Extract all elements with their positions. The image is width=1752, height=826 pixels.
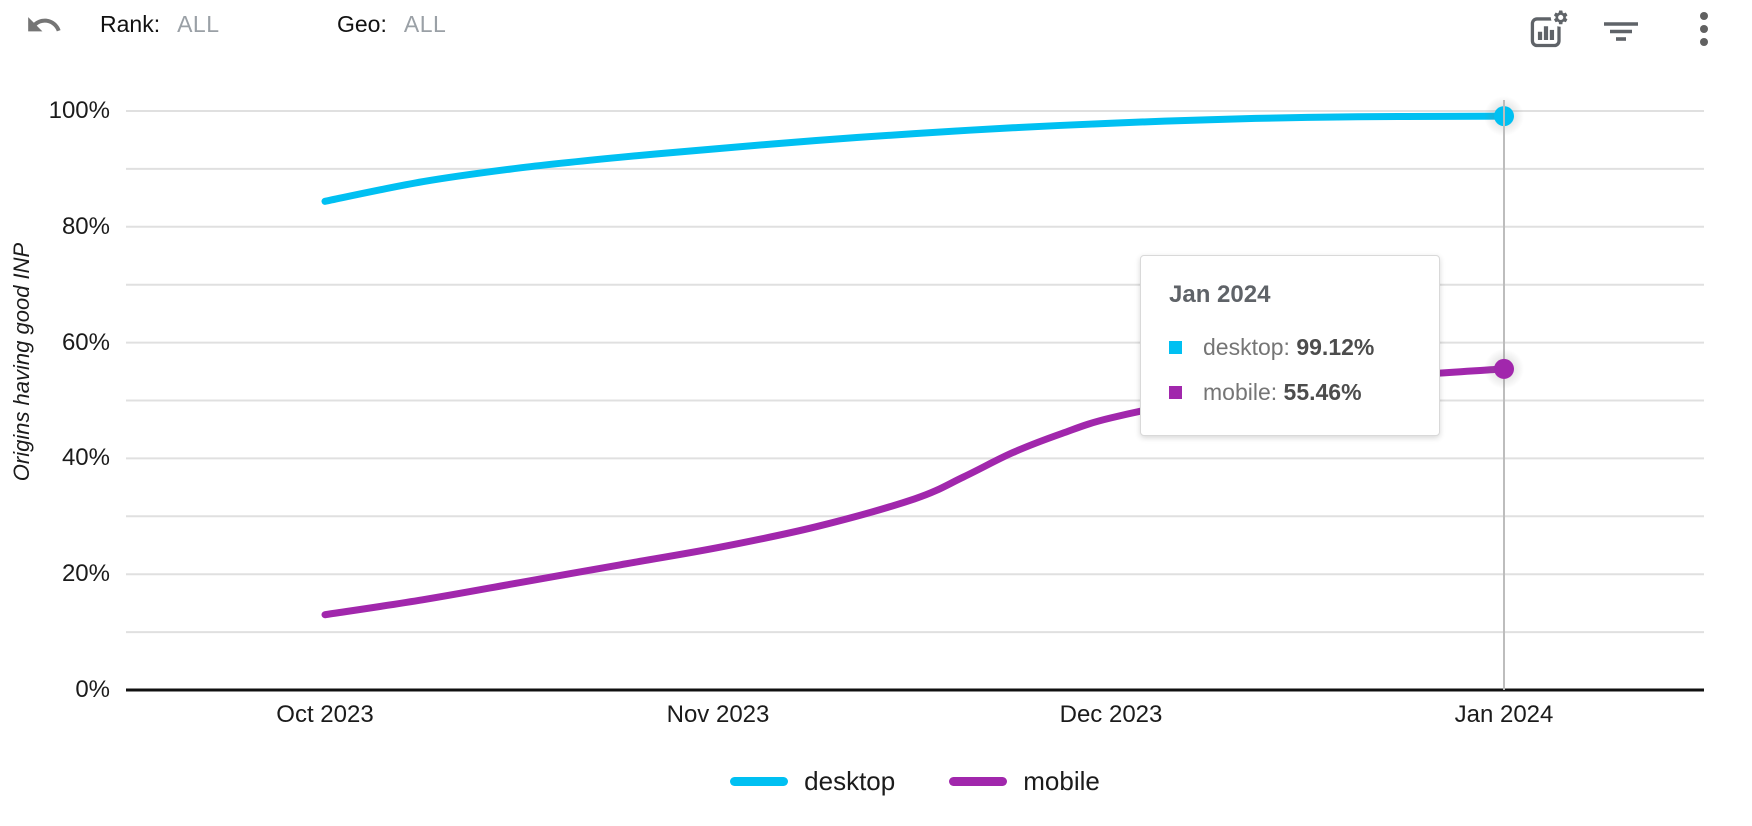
geo-filter-label: Geo: xyxy=(337,11,387,37)
filter-icon xyxy=(1604,22,1638,41)
more-vert-icon xyxy=(1700,12,1708,46)
rank-filter: Rank: ALL xyxy=(100,11,220,38)
gridlines xyxy=(126,110,1704,692)
filter-button[interactable] xyxy=(1600,8,1642,50)
legend-item-mobile[interactable]: mobile xyxy=(949,766,1100,797)
mobile-point-marker xyxy=(1494,358,1514,379)
tooltip-series-label: desktop: xyxy=(1203,334,1297,360)
tooltip-title: Jan 2024 xyxy=(1169,281,1271,308)
undo-button[interactable] xyxy=(24,6,64,46)
undo-icon xyxy=(28,17,61,32)
chart-tooltip: Jan 2024 desktop: 99.12% mobile: 55.46% xyxy=(1140,255,1440,436)
tooltip-series-label: mobile: xyxy=(1203,379,1284,405)
tooltip-series-value: 99.12% xyxy=(1296,334,1375,360)
desktop-legend-swatch-icon xyxy=(730,776,789,786)
toolbar: Rank: ALL Geo: ALL xyxy=(0,0,1752,56)
legend-label: mobile xyxy=(1023,765,1100,796)
desktop-swatch-icon xyxy=(1169,341,1182,354)
rank-filter-value[interactable]: ALL xyxy=(177,11,220,37)
mobile-swatch-icon xyxy=(1169,386,1182,399)
tooltip-item-desktop: desktop: 99.12% xyxy=(1169,334,1411,361)
more-menu-button[interactable] xyxy=(1690,8,1718,50)
geo-filter-value[interactable]: ALL xyxy=(403,11,447,37)
chart-settings-button[interactable] xyxy=(1526,7,1570,51)
desktop-line xyxy=(321,112,1508,205)
geo-filter: Geo: ALL xyxy=(337,11,446,38)
chart-legend: desktop mobile xyxy=(126,756,1704,806)
mobile-legend-swatch-icon xyxy=(949,776,1008,786)
chart-settings-icon xyxy=(1530,7,1570,48)
tooltip-item-mobile: mobile: 55.46% xyxy=(1169,379,1411,406)
rank-filter-label: Rank: xyxy=(100,11,161,37)
legend-item-desktop[interactable]: desktop xyxy=(730,766,895,797)
legend-label: desktop xyxy=(804,765,896,796)
tooltip-series-value: 55.46% xyxy=(1283,379,1362,405)
